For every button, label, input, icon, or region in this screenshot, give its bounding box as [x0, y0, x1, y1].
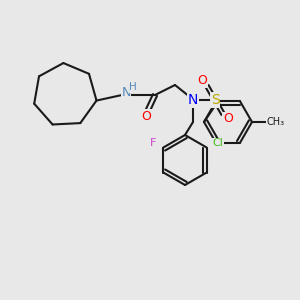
- Text: N: N: [188, 93, 198, 107]
- Text: O: O: [141, 110, 151, 122]
- Text: H: H: [129, 82, 137, 92]
- Text: F: F: [150, 139, 157, 148]
- Text: S: S: [211, 93, 219, 107]
- Text: Cl: Cl: [212, 139, 223, 148]
- Text: O: O: [197, 74, 207, 88]
- Text: O: O: [223, 112, 233, 125]
- Text: CH₃: CH₃: [267, 117, 285, 127]
- Text: N: N: [121, 86, 131, 100]
